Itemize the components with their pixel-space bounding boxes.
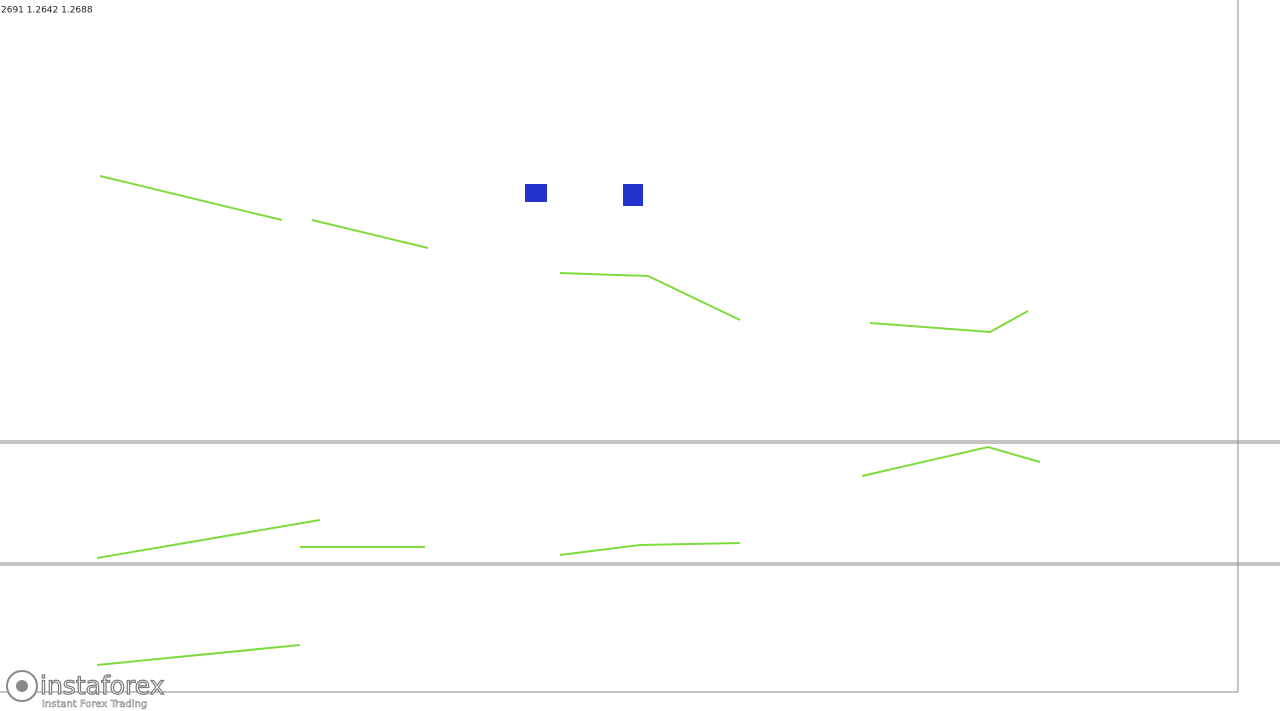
trend-line — [96, 644, 301, 666]
trend-line — [96, 519, 321, 559]
signal-marker — [525, 184, 547, 202]
watermark-brand: instaforex — [40, 671, 165, 700]
ohlc-header: 2691 1.2642 1.2688 — [1, 6, 93, 16]
trend-line — [559, 542, 741, 556]
trend-annotations — [96, 175, 1041, 666]
trend-line — [99, 175, 283, 221]
trend-line — [861, 445, 1041, 477]
watermark-tagline: Instant Forex Trading — [42, 699, 147, 710]
trend-line — [559, 272, 741, 321]
trend-line — [869, 310, 1029, 334]
watermark: instaforex Instant Forex Trading — [6, 670, 165, 710]
trend-line — [311, 219, 429, 249]
signal-marker — [623, 184, 643, 206]
watermark-logo — [16, 680, 28, 692]
